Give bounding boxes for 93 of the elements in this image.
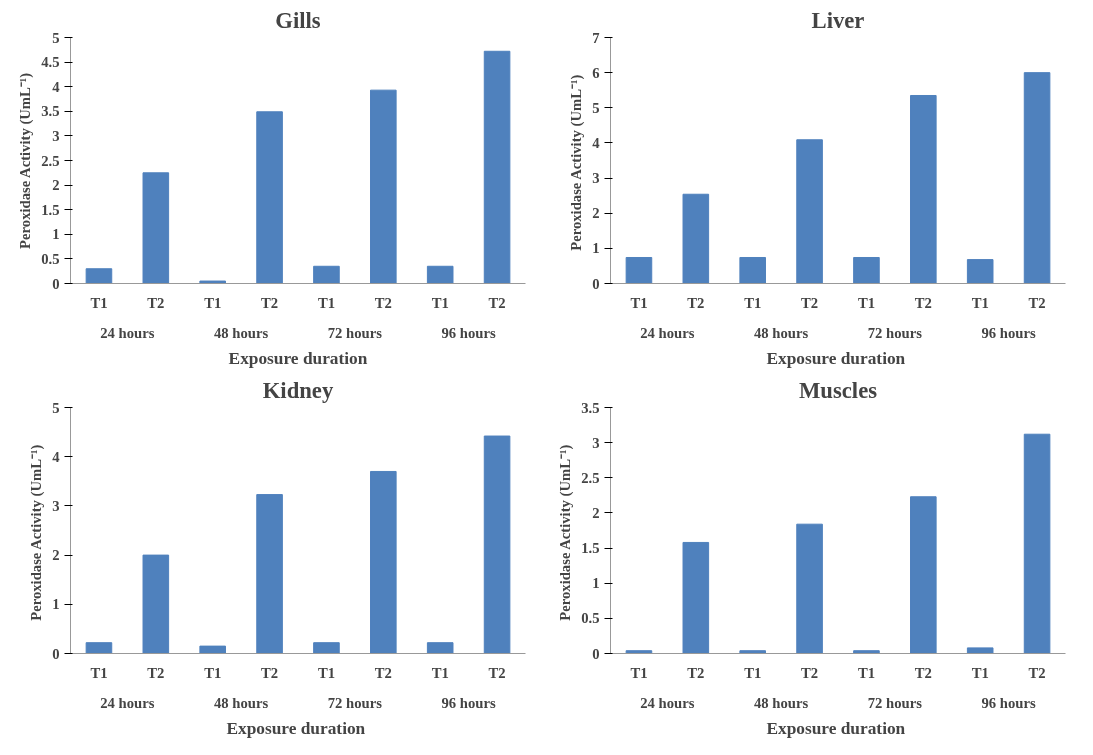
y-tick-label: 0 <box>592 645 600 662</box>
y-tick-label: 5 <box>52 399 60 416</box>
text: 96 hours <box>441 694 496 711</box>
x-tick-label: T2 <box>261 664 279 681</box>
text: 48 hours <box>754 694 809 711</box>
x-tick-label: T2 <box>147 664 165 681</box>
x-tick-label: T2 <box>261 294 279 311</box>
x-tick-label: T2 <box>1028 664 1046 681</box>
text: 72 hours <box>327 324 383 341</box>
y-tick-label: 1 <box>592 240 600 257</box>
x-tick-label: T1 <box>317 294 335 311</box>
y-tick-label: 4 <box>52 78 61 95</box>
y-tick-label: 1 <box>52 226 60 243</box>
y-tick-label: 3 <box>592 170 600 187</box>
y-axis-title: Peroxidase Activity (UmL⁻¹) <box>568 74 586 251</box>
x-tick-label: T2 <box>374 294 392 311</box>
x-tick-label: T1 <box>204 664 222 681</box>
x-axis-title: Exposure duration <box>228 348 368 368</box>
y-tick-label: 0 <box>52 275 60 292</box>
y-tick-label: 4.5 <box>41 54 60 71</box>
text: 48 hours <box>754 324 809 341</box>
x-axis-title: Exposure duration <box>226 718 366 738</box>
x-tick-label: T2 <box>488 664 506 681</box>
text: 48 hours <box>214 694 269 711</box>
x-tick-label: T2 <box>914 294 932 311</box>
x-tick-label: T2 <box>801 664 819 681</box>
y-tick-label: 1.5 <box>41 201 60 218</box>
x-tick-label: T1 <box>431 294 449 311</box>
y-tick-label: 1 <box>52 596 60 613</box>
y-tick-label: 6 <box>592 64 600 81</box>
y-tick-label: 4 <box>592 134 601 151</box>
text: 96 hours <box>981 324 1036 341</box>
y-tick-label: 0.5 <box>41 250 60 267</box>
x-tick-label: T2 <box>147 294 165 311</box>
text: 24 hours <box>100 324 155 341</box>
y-tick-label: 2 <box>592 504 600 521</box>
x-tick-label: T2 <box>687 294 705 311</box>
x-tick-label: T1 <box>744 294 762 311</box>
x-tick-label: T2 <box>801 294 819 311</box>
x-axis-title: Exposure duration <box>766 348 906 368</box>
chart-title: Kidney <box>262 377 334 403</box>
text: 96 hours <box>981 694 1036 711</box>
y-tick-label: 3.5 <box>41 103 60 120</box>
y-tick-label: 7 <box>592 29 600 46</box>
y-axis-title: Peroxidase Activity (UmL⁻¹) <box>28 444 46 621</box>
x-tick-label: T1 <box>431 664 449 681</box>
x-tick-label: T1 <box>90 294 108 311</box>
text: 24 hours <box>640 324 695 341</box>
x-tick-label: T2 <box>488 294 506 311</box>
x-tick-label: T1 <box>630 664 648 681</box>
x-axis-title: Exposure duration <box>766 718 906 738</box>
y-tick-label: 5 <box>592 99 600 116</box>
chart-title: Gills <box>275 7 321 33</box>
y-axis-title: Peroxidase Activity (UmL⁻¹) <box>17 72 35 249</box>
x-tick-label: T1 <box>744 664 762 681</box>
y-axis-title: Peroxidase Activity (UmL⁻¹) <box>557 444 575 621</box>
chart-title: Muscles <box>798 377 878 403</box>
x-tick-label: T1 <box>317 664 335 681</box>
y-tick-label: 3 <box>52 127 60 144</box>
x-tick-label: T1 <box>204 294 222 311</box>
x-tick-label: T1 <box>630 294 648 311</box>
x-tick-label: T1 <box>971 664 989 681</box>
text: 72 hours <box>867 324 923 341</box>
x-tick-label: T1 <box>971 294 989 311</box>
y-tick-label: 2.5 <box>581 469 600 486</box>
x-tick-label: T2 <box>687 664 705 681</box>
y-tick-label: 3 <box>592 434 600 451</box>
text: 96 hours <box>441 324 496 341</box>
x-tick-label: T1 <box>857 294 875 311</box>
y-tick-label: 0 <box>52 645 60 662</box>
x-tick-label: T1 <box>857 664 875 681</box>
y-tick-label: 2 <box>592 205 600 222</box>
text: 24 hours <box>640 694 695 711</box>
y-tick-label: 3 <box>52 497 60 514</box>
y-tick-label: 2 <box>52 547 60 564</box>
text: 24 hours <box>100 694 155 711</box>
x-tick-label: T2 <box>1028 294 1046 311</box>
y-tick-label: 4 <box>52 448 61 465</box>
text: 72 hours <box>867 694 923 711</box>
y-tick-label: 1.5 <box>581 540 600 557</box>
y-tick-label: 0.5 <box>581 610 600 627</box>
x-tick-label: T2 <box>914 664 932 681</box>
y-tick-label: 0 <box>592 275 600 292</box>
y-tick-label: 2.5 <box>41 152 60 169</box>
x-tick-label: T2 <box>374 664 392 681</box>
y-tick-label: 2 <box>52 177 60 194</box>
y-tick-label: 5 <box>52 29 60 46</box>
y-tick-label: 3.5 <box>581 399 600 416</box>
chart-title: Liver <box>811 7 865 33</box>
x-tick-label: T1 <box>90 664 108 681</box>
y-tick-label: 1 <box>592 575 600 592</box>
text: 72 hours <box>327 694 383 711</box>
text: 48 hours <box>214 324 269 341</box>
